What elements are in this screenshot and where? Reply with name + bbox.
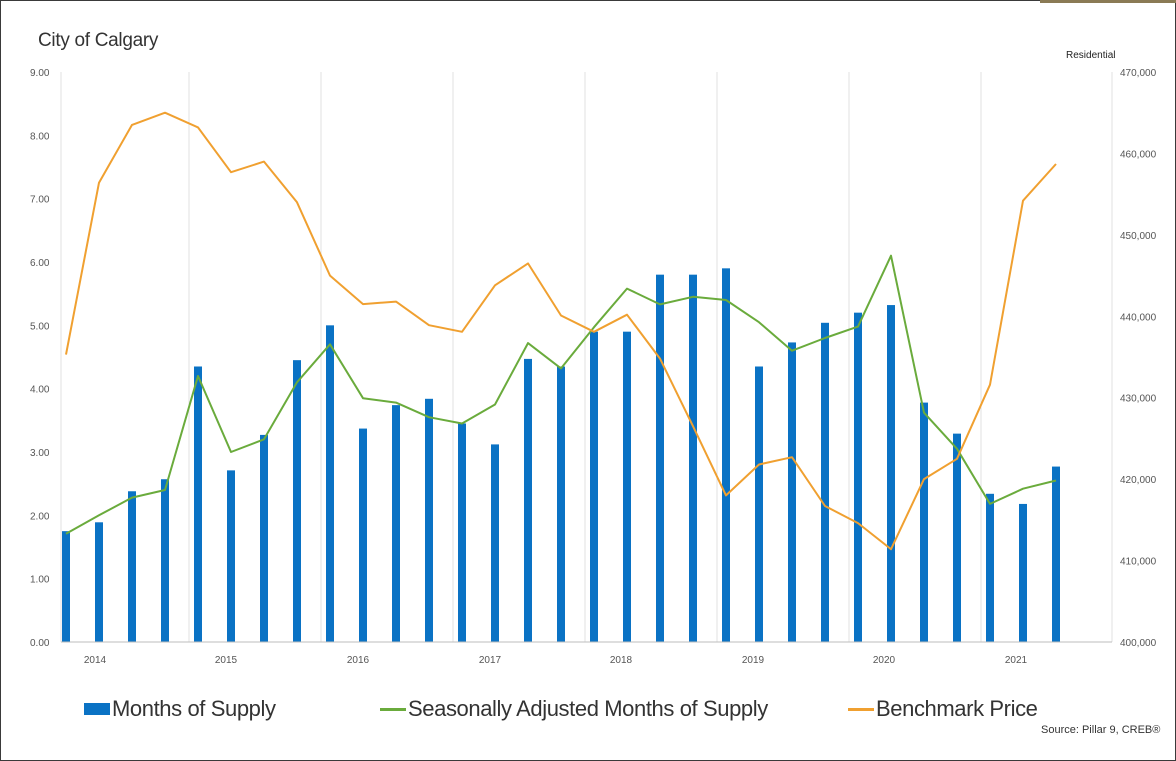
gridlines: [60, 72, 1113, 642]
line-series: [65, 111, 1057, 551]
chart-title: City of Calgary: [38, 30, 159, 51]
axes: 0.00 1.00 2.00 3.00 4.00 5.00 6.00 7.00 8.00 9.00…: [30, 68, 1157, 666]
bar: [227, 470, 235, 642]
bar: [821, 322, 829, 642]
bar: [887, 305, 895, 642]
y-left-tick-label: 2.00: [30, 511, 50, 522]
legend-swatch-benchmark-price: [848, 707, 874, 711]
y-right-tick-label: 440,000: [1120, 312, 1157, 323]
legend-swatch-months-of-supply: [84, 703, 110, 715]
bar: [194, 366, 202, 642]
y-right-tick-label: 410,000: [1120, 557, 1157, 568]
y-right-tick-label: 460,000: [1120, 149, 1157, 160]
bar: [425, 398, 433, 642]
bar: [986, 493, 994, 642]
legend-item-seasonally-adjusted: Seasonally Adjusted Months of Supply: [380, 694, 768, 724]
source-note: Source: Pillar 9, CREB®: [1041, 724, 1161, 736]
y-left-tick-label: 9.00: [30, 68, 50, 79]
bar: [656, 274, 664, 642]
bar: [260, 434, 268, 642]
bar: [920, 402, 928, 642]
bar: [392, 405, 400, 642]
y-left-tick-label: 1.00: [30, 575, 50, 586]
bar: [326, 325, 334, 642]
bar: [689, 274, 697, 642]
bar: [359, 428, 367, 642]
legend-label-months-of-supply: Months of Supply: [112, 696, 276, 721]
y-left-tick-label: 6.00: [30, 258, 50, 269]
legend-swatch-seasonally-adjusted: [380, 707, 406, 711]
bar: [953, 433, 961, 642]
bar: [623, 331, 631, 642]
bar: [590, 331, 598, 642]
y-right-tick-label: 420,000: [1120, 475, 1157, 486]
line-benchmark-price: [65, 111, 1057, 551]
y-right-tick-label: 400,000: [1120, 638, 1157, 649]
bar: [128, 491, 136, 642]
y-right-tick-label: 470,000: [1120, 68, 1157, 79]
x-tick-label: 2020: [873, 655, 896, 666]
legend-item-benchmark-price: Benchmark Price: [848, 694, 1038, 724]
top-accent-line: [1040, 0, 1176, 3]
bar: [491, 444, 499, 642]
x-tick-label: 2021: [1005, 655, 1028, 666]
line-seasonally-adjusted-months-of-supply: [65, 254, 1057, 535]
y-left-tick-label: 0.00: [30, 638, 50, 649]
bar: [557, 366, 565, 642]
legend-label-benchmark-price: Benchmark Price: [876, 696, 1038, 721]
legend-item-months-of-supply: Months of Supply: [84, 694, 276, 724]
y-left-tick-label: 7.00: [30, 195, 50, 206]
right-axis-label: Residential: [1066, 50, 1116, 61]
legend-label-seasonally-adjusted: Seasonally Adjusted Months of Supply: [408, 696, 768, 721]
x-tick-label: 2019: [742, 655, 765, 666]
bar: [1019, 503, 1027, 642]
y-left-tick-label: 5.00: [30, 321, 50, 332]
x-tick-label: 2017: [479, 655, 502, 666]
bar: [62, 531, 70, 642]
bar: [854, 312, 862, 642]
x-tick-label: 2018: [610, 655, 633, 666]
bar: [458, 423, 466, 642]
x-tick-label: 2016: [347, 655, 370, 666]
bar: [788, 342, 796, 642]
y-right-tick-label: 430,000: [1120, 394, 1157, 405]
bar: [1052, 466, 1060, 642]
bar-series-months-of-supply: [62, 268, 1060, 642]
y-right-tick-label: 450,000: [1120, 231, 1157, 242]
bar: [161, 479, 169, 642]
bar: [524, 358, 532, 642]
bar: [95, 522, 103, 642]
bar: [722, 268, 730, 642]
y-left-tick-label: 4.00: [30, 385, 50, 396]
x-tick-label: 2014: [84, 655, 107, 666]
y-left-tick-label: 8.00: [30, 131, 50, 142]
bar: [755, 366, 763, 642]
x-tick-label: 2015: [215, 655, 238, 666]
y-left-tick-label: 3.00: [30, 448, 50, 459]
bar: [293, 360, 301, 642]
